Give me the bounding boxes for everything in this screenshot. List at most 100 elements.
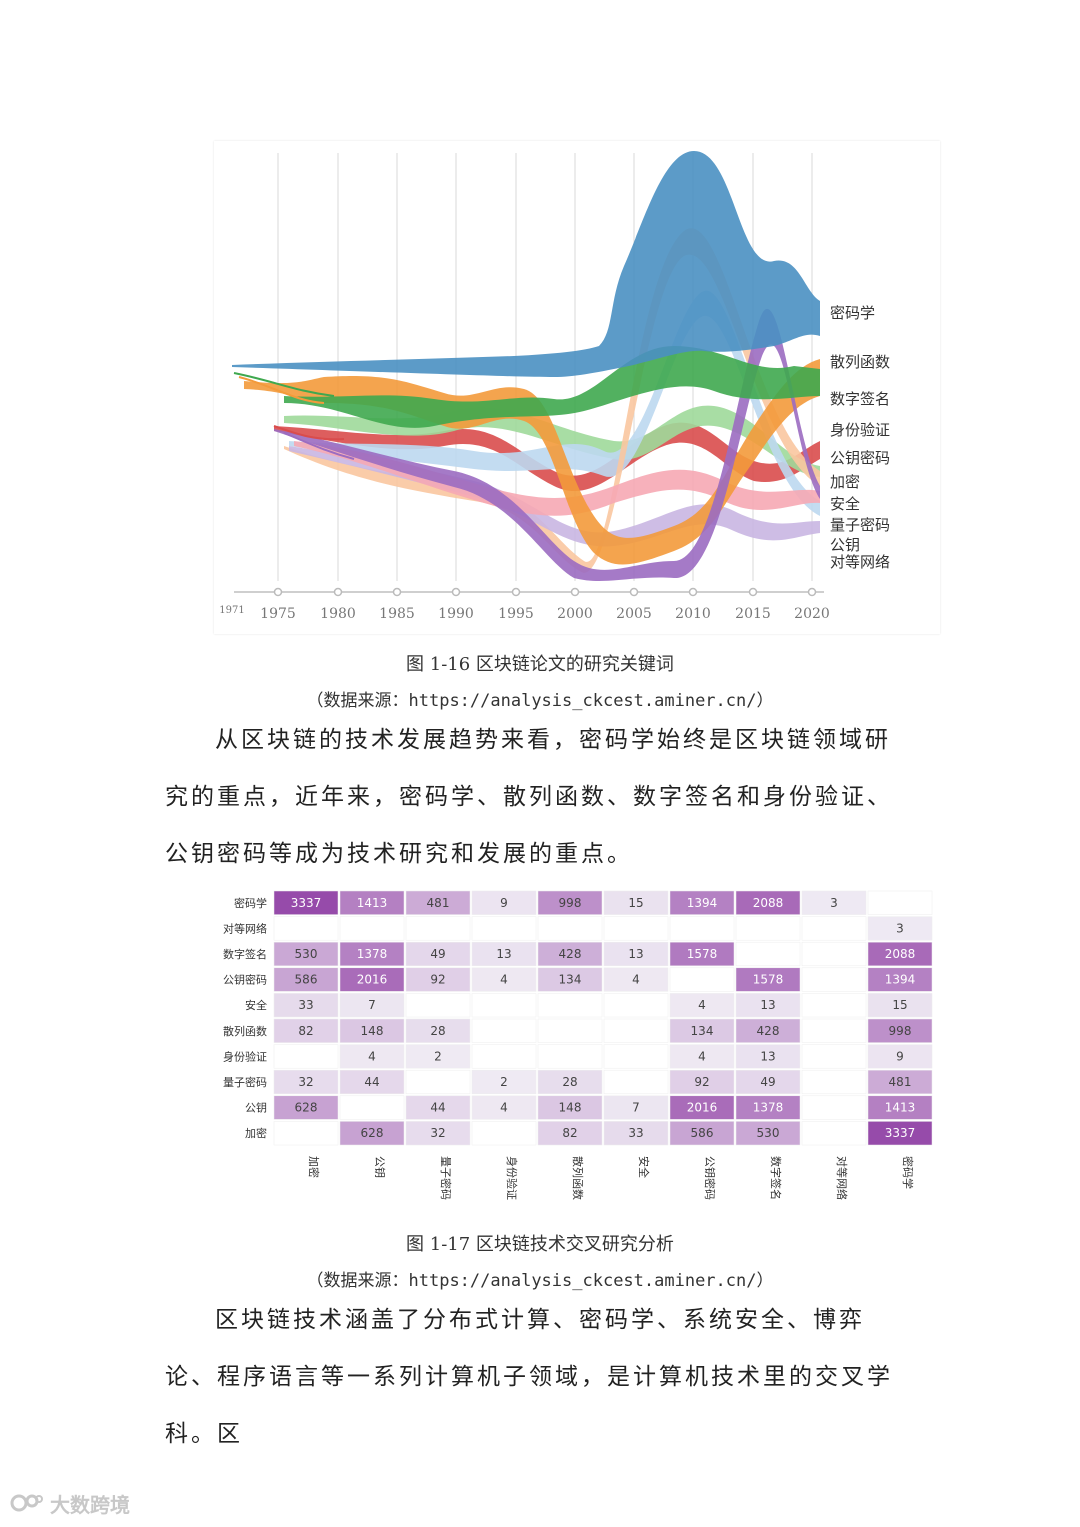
heatmap-cell <box>273 1095 339 1120</box>
column-label: 散列函数 <box>571 1156 585 1200</box>
heatmap-cell <box>537 1069 603 1095</box>
row-label: 对等网络 <box>223 921 267 935</box>
heatmap-cell <box>537 1018 603 1043</box>
stream-安全 <box>294 441 820 516</box>
stream-数字签名 <box>284 346 820 428</box>
cell-value: 148 <box>559 1101 582 1115</box>
heatmap-cell <box>801 1069 867 1095</box>
heatmap-cell <box>273 941 339 967</box>
heatmap-cell <box>669 1018 735 1043</box>
heatmap-cell <box>273 1069 339 1095</box>
cell-value: 1413 <box>357 896 388 910</box>
series-label: 加密 <box>830 473 860 491</box>
heatmap-cell <box>339 1069 405 1095</box>
heatmap-cell <box>801 890 867 915</box>
heatmap-cell <box>867 993 933 1018</box>
figure-1-source: （数据来源：https://analysis_ckcest.aminer.cn/… <box>306 691 774 711</box>
heatmap-cell <box>603 1095 669 1120</box>
column-label: 安全 <box>637 1156 651 1178</box>
cell-value: 4 <box>698 998 706 1012</box>
heatmap-cell <box>405 1044 471 1069</box>
cell-value: 998 <box>889 1024 912 1038</box>
cell-value: 13 <box>760 1049 775 1063</box>
series-label: 散列函数 <box>830 353 890 371</box>
cell-value: 4 <box>368 1049 376 1063</box>
heatmap-cell <box>471 890 537 915</box>
heatmap-cell <box>735 1044 801 1069</box>
cell-value: 32 <box>430 1126 445 1140</box>
heatmap-cell <box>471 1069 537 1095</box>
heatmap-cell <box>735 1095 801 1120</box>
heatmap-cell <box>273 1121 339 1146</box>
heatmap-cell <box>735 890 801 915</box>
heatmap-cell <box>339 890 405 915</box>
cell-value: 2016 <box>687 1101 718 1115</box>
heatmap-cell <box>669 993 735 1018</box>
cell-value: 44 <box>430 1101 445 1115</box>
cell-value: 1378 <box>357 947 388 961</box>
heatmap-cell <box>801 993 867 1018</box>
body-paragraph-2: 区块链技术涵盖了分布式计算、密码学、系统安全、博弈论、程序语言等一系列计算机子领… <box>165 1307 893 1447</box>
cell-value: 33 <box>628 1126 643 1140</box>
cell-value: 49 <box>760 1075 775 1089</box>
x-tick-label: 1990 <box>438 606 474 622</box>
row-label: 密码学 <box>234 896 267 910</box>
column-label: 量子密码 <box>439 1156 453 1200</box>
heatmap-cell <box>801 1121 867 1146</box>
heatmap-cell <box>801 1095 867 1120</box>
heatmap-cell <box>537 1121 603 1146</box>
axis-tick-marker <box>333 587 343 597</box>
cell-value: 3 <box>896 921 904 935</box>
row-label: 数字签名 <box>223 947 267 961</box>
cell-value: 1394 <box>885 973 916 987</box>
axis-tick-marker <box>273 587 283 597</box>
cell-value: 481 <box>889 1075 912 1089</box>
heatmap-cell <box>867 916 933 941</box>
heatmap-cell <box>603 1044 669 1069</box>
cell-value: 32 <box>298 1075 313 1089</box>
cell-value: 2088 <box>885 947 916 961</box>
heatmap-cell <box>405 993 471 1018</box>
cell-value: 2 <box>500 1075 508 1089</box>
heatmap-cell <box>669 1069 735 1095</box>
cell-value: 2016 <box>357 973 388 987</box>
stream-trail-加密 <box>283 432 355 460</box>
cell-value: 586 <box>691 1126 714 1140</box>
heatmap-cell <box>867 1069 933 1095</box>
cell-value: 3337 <box>885 1126 916 1140</box>
series-label: 量子密码 <box>830 516 890 534</box>
heatmap-cell <box>537 890 603 915</box>
row-label: 公钥 <box>245 1101 267 1115</box>
cell-value: 82 <box>298 1024 313 1038</box>
heatmap-cell <box>735 1069 801 1095</box>
heatmap-cell <box>669 941 735 967</box>
column-label: 身份验证 <box>505 1156 519 1200</box>
stream-对等网络 <box>289 290 820 516</box>
heatmap-cell <box>801 1018 867 1043</box>
heatmap-cell <box>405 890 471 915</box>
heatmap-cell <box>471 941 537 967</box>
heatmap-cell <box>669 1121 735 1146</box>
heatmap-cell <box>339 916 405 941</box>
heatmap-cell <box>537 941 603 967</box>
heatmap-cell <box>669 916 735 941</box>
axis-tick-marker <box>629 587 639 597</box>
cell-value: 1578 <box>753 973 784 987</box>
x-tick-label: 2015 <box>735 606 771 622</box>
column-label: 密码学 <box>901 1156 915 1189</box>
heatmap-cell <box>801 1044 867 1069</box>
cell-value: 530 <box>757 1126 780 1140</box>
cell-value: 4 <box>698 1049 706 1063</box>
cell-value: 428 <box>757 1024 780 1038</box>
watermark-logo-icon <box>10 1494 43 1512</box>
cell-value: 148 <box>361 1024 384 1038</box>
x-tick-label: 2005 <box>616 606 652 622</box>
cell-value: 13 <box>760 998 775 1012</box>
stream-trail-身份验证 <box>273 425 345 441</box>
heatmap-cell <box>669 1095 735 1120</box>
heatmap-cell <box>735 993 801 1018</box>
heatmap-cell <box>603 1121 669 1146</box>
heatmap-cell <box>603 941 669 967</box>
heatmap-cell <box>801 916 867 941</box>
cell-value: 4 <box>632 973 640 987</box>
